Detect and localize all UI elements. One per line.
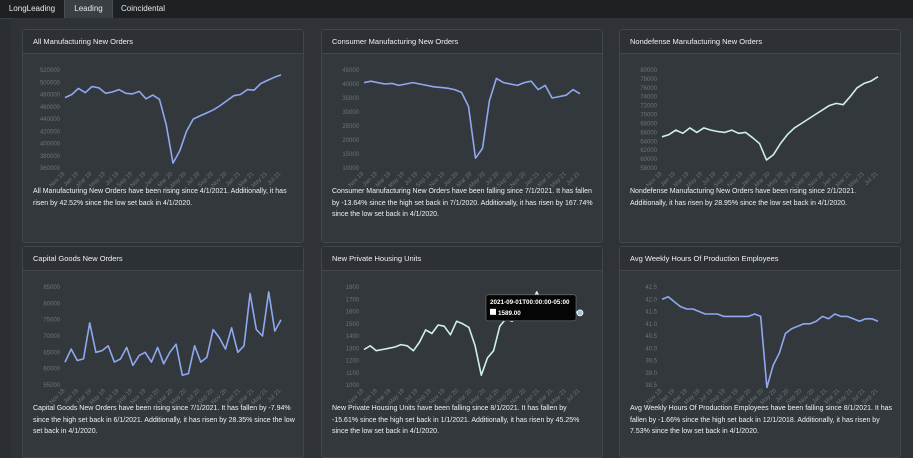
y-tick-label: 10000: [342, 166, 359, 172]
series-line: [363, 77, 581, 159]
y-tick-label: 1400: [346, 334, 360, 340]
y-tick-label: 58000: [640, 166, 657, 172]
y-tick-label: 62000: [640, 148, 657, 154]
tab-longleading[interactable]: LongLeading: [8, 4, 56, 13]
hover-point: [576, 309, 584, 317]
y-tick-label: 1600: [346, 310, 360, 316]
y-tick-label: 440000: [40, 117, 61, 123]
card-description: New Private Housing Units have been fall…: [332, 405, 580, 435]
card-title: New Private Housing Units: [322, 247, 602, 271]
chart-new-private-housing-units[interactable]: 180017001600150014001300120011001000Nov …: [322, 273, 602, 423]
y-tick-label: 520000: [40, 68, 61, 74]
x-tick-label: Jul 21: [864, 171, 880, 187]
card-title: All Manufacturing New Orders: [23, 30, 303, 54]
chart-all-manufacturing-new-orders[interactable]: 520000 500000 480000 460000 440000 420000 4000…: [23, 56, 303, 206]
tooltip-date: 2021-09-01T00:00:00-05:00: [490, 299, 570, 306]
y-tick-label: 1300: [346, 346, 360, 352]
y-tick-label: 1700: [346, 297, 360, 303]
y-tick-label: 65000: [43, 350, 60, 356]
y-tick-label: 42.5: [645, 285, 657, 291]
card-title: Avg Weekly Hours Of Production Employees: [620, 247, 900, 271]
y-tick-label: 76000: [640, 86, 657, 92]
tooltip-swatch: [490, 308, 496, 315]
series-line: [64, 291, 282, 376]
y-tick-label: 500000: [40, 80, 61, 86]
y-tick-label: 40000: [342, 82, 359, 88]
y-tick-label: 70000: [43, 334, 60, 340]
tab-leading[interactable]: Leading: [64, 0, 113, 18]
y-tick-label: 74000: [640, 95, 657, 101]
y-tick-label: 60000: [43, 367, 60, 373]
x-tick-label: Jul 21: [566, 388, 582, 404]
card-nondefense-manufacturing-new-orders: Nondefense Manufacturing New Orders 8000…: [619, 29, 901, 243]
card-title: Nondefense Manufacturing New Orders: [620, 30, 900, 54]
y-tick-label: 70000: [640, 113, 657, 119]
card-description: Avg Weekly Hours Of Production Employees…: [630, 405, 893, 435]
card-title: Consumer Manufacturing New Orders: [322, 30, 602, 54]
y-tick-label: 1100: [346, 371, 360, 377]
y-tick-label: 72000: [640, 104, 657, 110]
y-tick-label: 55000: [43, 383, 60, 389]
y-tick-label: 1200: [346, 359, 360, 365]
y-tick-label: 400000: [40, 142, 61, 148]
y-tick-label: 1500: [346, 322, 360, 328]
card-description: All Manufacturing New Orders have been r…: [33, 188, 287, 207]
series-line: [661, 295, 879, 389]
y-tick-label: 35000: [342, 96, 359, 102]
card-avg-weekly-hours-production-employees: Avg Weekly Hours Of Production Employees…: [619, 246, 901, 458]
y-tick-label: 78000: [640, 77, 657, 83]
y-tick-label: 15000: [342, 152, 359, 158]
card-description: Capital Goods New Orders have been risin…: [33, 405, 295, 435]
y-tick-label: 39.5: [645, 359, 657, 365]
y-tick-label: 420000: [40, 129, 61, 135]
y-tick-label: 1800: [346, 285, 360, 291]
x-tick-label: Jul 21: [267, 171, 283, 187]
series-line: [64, 74, 282, 164]
y-tick-label: 380000: [40, 154, 61, 160]
y-tick-label: 60000: [640, 157, 657, 163]
y-tick-label: 20000: [342, 138, 359, 144]
y-tick-label: 80000: [43, 301, 60, 307]
tab-coincidental[interactable]: Coincidental: [120, 4, 166, 13]
y-tick-label: 30000: [342, 110, 359, 116]
x-tick-label: Jul 21: [267, 388, 283, 404]
y-tick-label: 40.5: [645, 334, 657, 340]
y-tick-label: 41.5: [645, 310, 657, 316]
tooltip-value: 1589.00: [498, 310, 521, 317]
card-title: Capital Goods New Orders: [23, 247, 303, 271]
y-tick-label: 45000: [342, 68, 359, 74]
tooltip-box: [485, 294, 577, 322]
card-new-private-housing-units: New Private Housing Units 1800 1700 1600 15…: [321, 246, 603, 458]
y-tick-label: 480000: [40, 93, 61, 99]
y-tick-label: 1000: [346, 383, 360, 389]
x-tick-label: Jul 21: [566, 171, 582, 187]
dashboard-panel: All Manufacturing New Orders 520000 50000…: [11, 18, 913, 458]
y-tick-label: 40.0: [645, 346, 657, 352]
y-tick-label: 460000: [40, 105, 61, 111]
y-tick-label: 25000: [342, 124, 359, 130]
y-tick-label: 66000: [640, 130, 657, 136]
y-tick-label: 64000: [640, 139, 657, 145]
y-tick-label: 360000: [40, 166, 61, 172]
card-all-manufacturing-new-orders: All Manufacturing New Orders 520000 50000…: [22, 29, 304, 243]
y-tick-label: 41.0: [645, 322, 657, 328]
chart-nondefense-manufacturing-new-orders[interactable]: 80000 78000 76000 74000 72000 70000 68000 66000…: [620, 56, 900, 206]
chart-consumer-manufacturing-new-orders[interactable]: 45000 40000 35000 30000 25000 20000 15000 10000…: [322, 56, 602, 206]
y-tick-label: 68000: [640, 121, 657, 127]
y-tick-label: 42.0: [645, 297, 657, 303]
y-tick-label: 75000: [43, 318, 60, 324]
y-tick-label: 85000: [43, 285, 60, 291]
y-tick-label: 39.0: [645, 371, 657, 377]
chart-avg-weekly-hours-production-employees[interactable]: 42.542.041.541.040.540.039.539.038.5Nov …: [620, 273, 900, 423]
y-tick-label: 38.5: [645, 383, 657, 389]
card-consumer-manufacturing-new-orders: Consumer Manufacturing New Orders 45000 4…: [321, 29, 603, 243]
card-capital-goods-new-orders: Capital Goods New Orders 85000 80000 75000…: [22, 246, 304, 458]
card-description: Consumer Manufacturing New Orders have b…: [332, 188, 593, 218]
series-line: [661, 76, 879, 161]
card-description: Nondefense Manufacturing New Orders have…: [630, 188, 857, 207]
y-tick-label: 80000: [640, 68, 657, 74]
tab-bar: LongLeading Leading Coincidental: [0, 0, 913, 19]
